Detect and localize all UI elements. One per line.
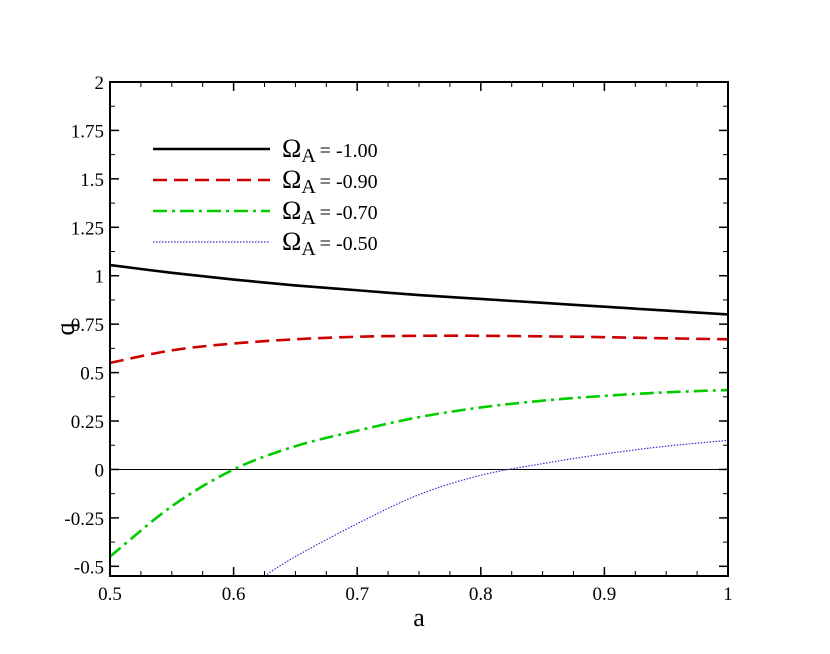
x-tick-label: 0.5 — [98, 584, 122, 605]
y-tick-label: 2 — [95, 73, 105, 94]
series-line-3 — [110, 388, 728, 558]
y-tick-label: -0.5 — [74, 557, 104, 578]
y-tick-label: 1.25 — [71, 218, 104, 239]
series-line-4 — [264, 439, 728, 576]
y-tick-label: 0.75 — [71, 315, 104, 336]
x-tick-label: 0.7 — [345, 584, 369, 605]
series-line-1 — [110, 263, 728, 316]
y-axis-title: q — [51, 323, 80, 336]
x-tick-label: 0.6 — [222, 584, 246, 605]
y-tick-label: 1 — [95, 267, 105, 288]
plot-frame — [109, 81, 729, 577]
y-tick-label: 1.75 — [71, 121, 104, 142]
x-tick-label: 1 — [723, 584, 733, 605]
x-tick-label: 0.8 — [469, 584, 493, 605]
plot-area — [110, 82, 728, 576]
legend-entry-2: ΩA = -0.90 — [282, 165, 378, 198]
y-tick-label: 0.25 — [71, 412, 104, 433]
y-tick-label: 0.5 — [80, 364, 104, 385]
series-line-2 — [110, 334, 728, 365]
x-tick-label: 0.9 — [593, 584, 617, 605]
legend-entry-1: ΩA = -1.00 — [282, 134, 378, 167]
y-tick-label: 1.5 — [80, 170, 104, 191]
legend-entry-3: ΩA = -0.70 — [282, 196, 378, 229]
y-tick-label: 0 — [95, 460, 105, 481]
x-axis-title: a — [413, 603, 425, 632]
legend-entry-4: ΩA = -0.50 — [282, 227, 378, 260]
y-tick-label: -0.25 — [64, 509, 104, 530]
